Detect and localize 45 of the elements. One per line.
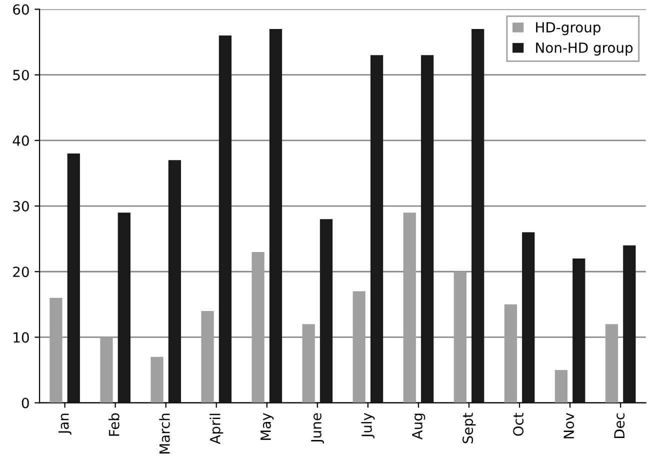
y-tick-label: 50 (13, 70, 29, 80)
bar (150, 356, 164, 403)
y-tick-label: 0 (22, 398, 29, 408)
y-tick-label: 20 (13, 266, 29, 278)
y-tick-label: 40 (12, 135, 29, 146)
bar (420, 55, 434, 403)
bar (522, 232, 535, 403)
bar (320, 219, 333, 403)
legend-label: Non-HD group (536, 42, 633, 56)
x-tick-label: Aug (412, 414, 426, 440)
x-tick-label: June (311, 413, 324, 444)
bar (118, 212, 130, 403)
bar (370, 55, 384, 403)
bar (504, 304, 517, 403)
bar (50, 298, 62, 403)
x-tick-label: April (210, 414, 224, 444)
bar (403, 212, 416, 403)
x-tick-label: Feb (108, 413, 120, 436)
x-tick-label: May (260, 412, 274, 440)
x-tick-label: Sept (462, 412, 476, 444)
bar (623, 245, 636, 403)
bar (67, 154, 80, 403)
bar (554, 370, 568, 403)
x-tick-label: Dec (614, 413, 625, 438)
bar (454, 272, 466, 403)
legend-label: HD-group (536, 22, 600, 36)
x-tick-label: Oct (513, 412, 524, 436)
bar (605, 324, 618, 403)
x-tick-label: March (159, 414, 170, 454)
bar (472, 28, 484, 403)
y-tick-label: 30 (13, 201, 29, 212)
x-tick-label: July (361, 412, 375, 438)
bar (269, 28, 282, 403)
bar (218, 35, 232, 403)
y-tick-label: 10 (14, 332, 29, 343)
bar (168, 160, 182, 403)
bar (572, 258, 586, 403)
bar (201, 310, 214, 403)
bar (100, 337, 113, 403)
bar (352, 291, 366, 403)
bar (302, 324, 315, 403)
x-tick-label: Nov (564, 412, 574, 438)
x-tick-label: Jan (58, 414, 72, 435)
y-tick-label: 60 (13, 4, 29, 15)
bar (252, 252, 264, 403)
